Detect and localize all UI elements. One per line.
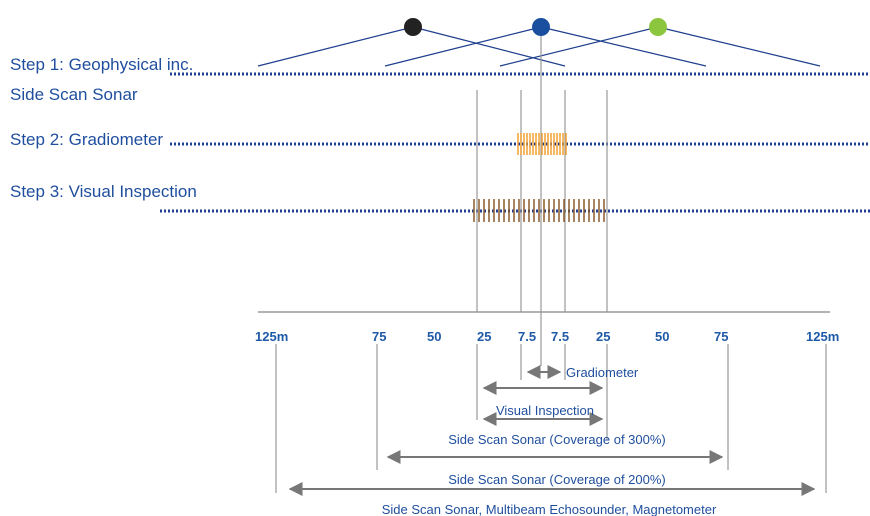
sss-300-range-label: Side Scan Sonar (Coverage of 300%) <box>448 432 666 447</box>
step-labels-group: Step 1: Geophysical inc. Side Scan Sonar… <box>10 55 197 201</box>
scale-label-right-50: 50 <box>655 329 669 344</box>
scale-label-left-25: 25 <box>477 329 491 344</box>
survey-lines-group <box>160 72 870 213</box>
blue-node-left-cable <box>384 26 542 67</box>
scale-label-left-50: 50 <box>427 329 441 344</box>
scale-label-left-125: 125m <box>255 329 288 344</box>
step1-label: Step 1: Geophysical inc. <box>10 55 193 74</box>
scale-label-right-7-5: 7.5 <box>551 329 569 344</box>
coverage-labels-group: Gradiometer Visual Inspection Side Scan … <box>382 365 717 516</box>
sss-200-range-label: Side Scan Sonar (Coverage of 200%) <box>448 472 666 487</box>
scale-label-right-125: 125m <box>806 329 839 344</box>
coverage-arrows-group <box>288 365 816 496</box>
scale-axis-group: 125m 75 50 25 7.5 7.5 25 50 75 125m <box>255 311 839 344</box>
upper-guide-lines <box>476 36 608 366</box>
scale-label-left-7-5: 7.5 <box>518 329 536 344</box>
black-node-right-cable <box>412 26 566 67</box>
scale-label-right-75: 75 <box>714 329 728 344</box>
gradiometer-hatch-marks <box>517 133 567 155</box>
step3-label: Step 3: Visual Inspection <box>10 182 197 201</box>
black-node-left-cable <box>257 26 414 67</box>
step2-label: Step 2: Gradiometer <box>10 130 163 149</box>
green-vessel-node <box>649 18 667 36</box>
scale-label-right-25: 25 <box>596 329 610 344</box>
visual-inspection-hatch-marks <box>473 199 605 222</box>
sss-mbes-mag-range-label: Side Scan Sonar, Multibeam Echosounder, … <box>382 502 717 516</box>
green-node-left-cable <box>499 26 659 67</box>
black-vessel-node <box>404 18 422 36</box>
gradiometer-range-label: Gradiometer <box>566 365 639 380</box>
visual-inspection-range-label: Visual Inspection <box>496 403 594 418</box>
step1-sub-label: Side Scan Sonar <box>10 85 138 104</box>
green-node-right-cable <box>657 26 821 67</box>
vessel-nodes-group <box>257 18 821 67</box>
scale-label-left-75: 75 <box>372 329 386 344</box>
blue-node-right-cable <box>540 26 707 67</box>
blue-vessel-node <box>532 18 550 36</box>
lower-guide-lines <box>275 344 827 493</box>
